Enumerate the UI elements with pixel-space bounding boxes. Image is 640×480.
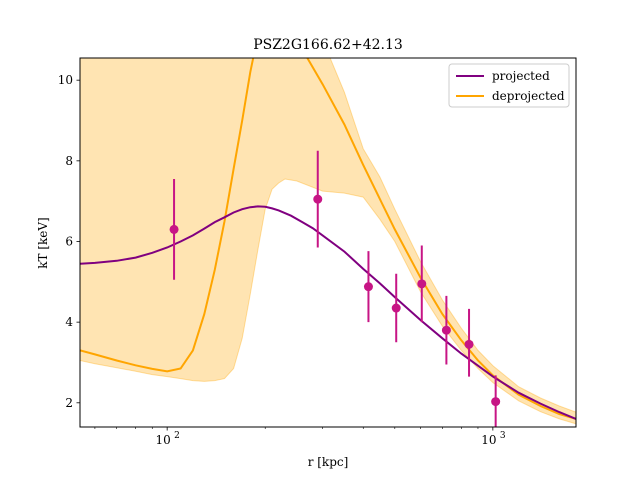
legend: projected deprojected	[448, 63, 570, 108]
x-tick-label: 10	[481, 433, 496, 447]
y-tick-label: 4	[65, 315, 73, 329]
x-tick-exponent: 3	[500, 431, 506, 441]
deprojected-line	[80, 58, 576, 420]
y-tick-label: 6	[65, 234, 73, 248]
data-point-marker	[491, 397, 501, 407]
y-tick-label: 8	[65, 154, 73, 168]
chart-title: PSZ2G166.62+42.13	[253, 37, 403, 53]
data-point	[491, 375, 501, 427]
data-point	[363, 251, 373, 323]
legend-label-deprojected: deprojected	[492, 89, 565, 103]
legend-label-projected: projected	[492, 69, 550, 83]
data-point-marker	[169, 224, 179, 234]
x-tick-exponent: 2	[174, 431, 180, 441]
data-point	[464, 308, 474, 377]
data-point-marker	[391, 303, 401, 313]
plot-area	[80, 58, 576, 427]
data-point-marker	[313, 194, 323, 204]
data-point-marker	[441, 325, 451, 335]
x-axis-ticks: 10 2 10 3	[94, 427, 506, 447]
data-point	[441, 295, 451, 365]
y-tick-label: 2	[65, 396, 73, 410]
deprojected-uncertainty-band	[80, 58, 576, 425]
data-points	[169, 150, 501, 427]
x-tick-label: 10	[156, 433, 171, 447]
plot-frame	[79, 57, 577, 428]
x-axis-label: r [kpc]	[308, 455, 349, 469]
data-point	[391, 273, 401, 343]
data-point	[417, 245, 427, 323]
data-point	[313, 150, 323, 248]
projected-line	[80, 205, 576, 420]
data-point-marker	[363, 282, 373, 292]
y-tick-label: 10	[58, 73, 73, 87]
y-axis-label: kT [keV]	[36, 217, 50, 269]
data-point	[169, 178, 179, 280]
y-axis-ticks: 2 4 6 8 10	[58, 73, 80, 410]
data-point-marker	[417, 279, 427, 289]
data-point-marker	[464, 339, 474, 349]
